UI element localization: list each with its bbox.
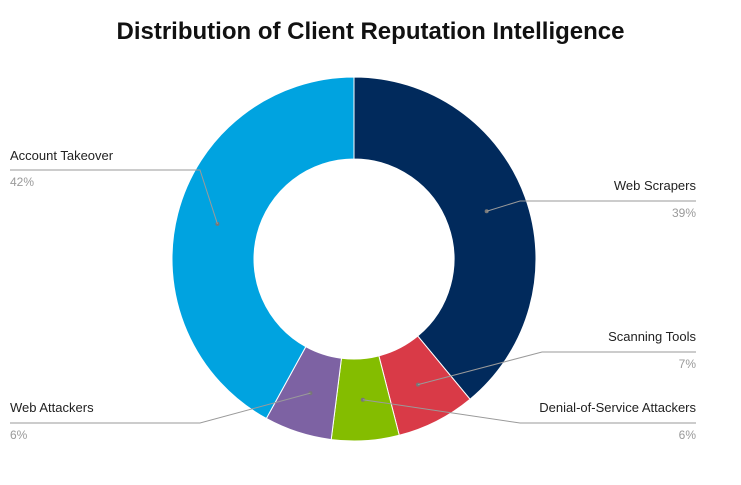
leader-line-account-takeover (10, 169, 218, 225)
slice-label-scanning-tools: Scanning Tools (608, 329, 696, 344)
slice-percent-denial-of-service-attackers: 6% (679, 428, 697, 442)
slice-label-web-scrapers: Web Scrapers (614, 178, 697, 193)
leader-line-web-scrapers (486, 200, 696, 212)
slice-percent-web-scrapers: 39% (672, 206, 696, 220)
slice-account-takeover (171, 76, 355, 420)
leader-line-denial-of-service-attackers (362, 399, 696, 424)
slice-percent-web-attackers: 6% (10, 428, 28, 442)
chart-title: Distribution of Client Reputation Intell… (116, 18, 625, 45)
slice-label-web-attackers: Web Attackers (10, 400, 94, 415)
leader-line-scanning-tools (417, 351, 696, 386)
slice-percent-scanning-tools: 7% (679, 357, 697, 371)
slice-label-account-takeover: Account Takeover (10, 148, 114, 163)
slice-label-denial-of-service-attackers: Denial-of-Service Attackers (539, 400, 696, 415)
slice-percent-account-takeover: 42% (10, 175, 34, 189)
leader-line-web-attackers (10, 392, 311, 424)
slice-web-scrapers (353, 76, 537, 400)
